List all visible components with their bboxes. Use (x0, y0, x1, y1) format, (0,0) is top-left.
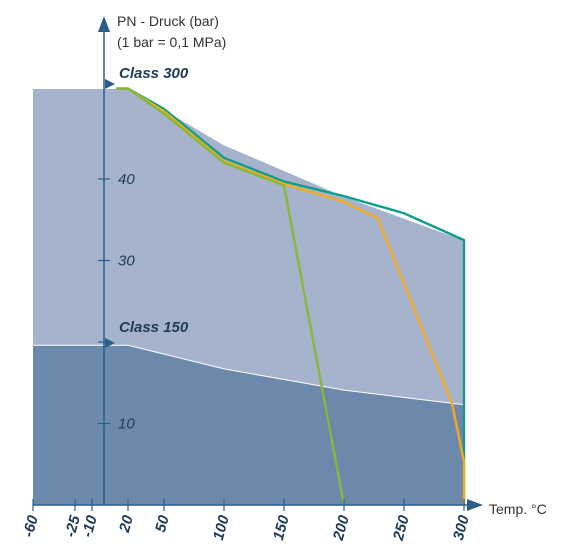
x-tick-label: 200 (330, 513, 353, 543)
class-300-label: Class 300 (119, 65, 189, 82)
x-axis-arrow (467, 499, 483, 511)
class-150-marker (105, 338, 115, 348)
x-tick-label: 300 (450, 513, 473, 542)
class-150-boundary (33, 344, 465, 406)
class-300-marker (105, 79, 115, 89)
x-tick-label: 20 (116, 513, 137, 535)
x-tick-label: 150 (270, 513, 293, 542)
class-300-boundary (33, 88, 465, 241)
x-tick-label: 250 (390, 513, 413, 543)
class-150-label: Class 150 (119, 319, 189, 336)
x-tick-label: 100 (210, 513, 233, 542)
y-tick-label: 30 (118, 253, 135, 270)
x-axis-title: Temp. °C (489, 501, 547, 517)
y-axis-title-line1: PN - Druck (bar) (117, 13, 219, 29)
y-tick-label: 10 (118, 416, 135, 433)
y-axis-title-line2: (1 bar = 0,1 MPa) (117, 34, 226, 50)
tick-layer: 10 30 40 -60 -25-10 20 50 100 150 200 250 300 (20, 171, 473, 543)
y-tick-label: 40 (118, 171, 135, 188)
green-line (116, 87, 346, 506)
x-tick-label: -25 (62, 513, 84, 539)
line-layer (116, 87, 466, 506)
class-150-area (33, 345, 464, 505)
x-tick-label: 50 (152, 513, 173, 534)
x-tick-label: -10 (79, 513, 101, 539)
y-axis-arrow (98, 16, 110, 32)
x-tick-label: -60 (20, 513, 42, 539)
area-layer (33, 88, 465, 505)
axes (33, 16, 483, 511)
labels: PN - Druck (bar) (1 bar = 0,1 MPa) Temp.… (117, 13, 547, 517)
